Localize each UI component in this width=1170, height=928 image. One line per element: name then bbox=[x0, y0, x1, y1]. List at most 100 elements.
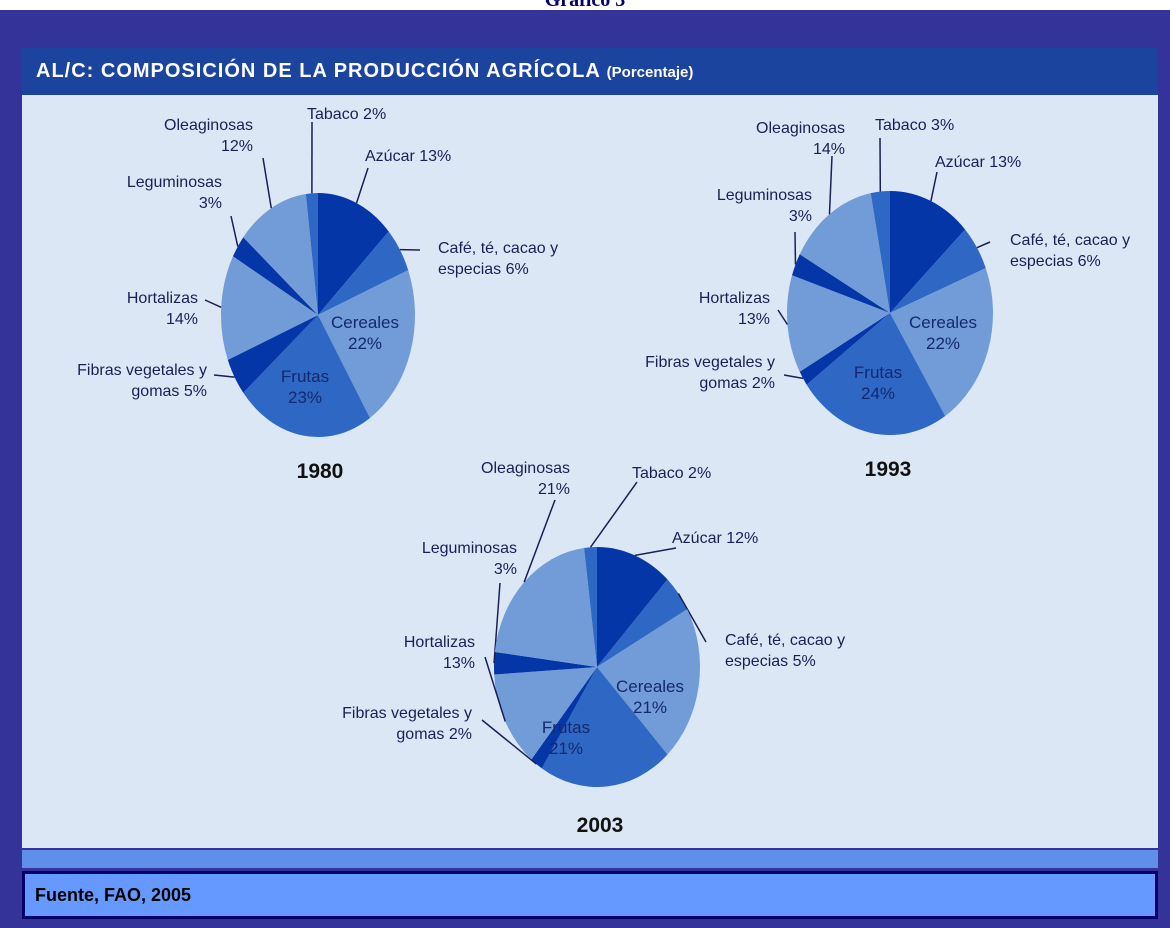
slice-label: Frutas 23% bbox=[245, 366, 365, 408]
slice-label: Cereales 22% bbox=[883, 312, 1003, 354]
value-label: 5% bbox=[792, 653, 816, 670]
leader-line bbox=[523, 499, 556, 583]
slice-label: Tabaco 2% bbox=[307, 104, 386, 125]
category-name: Oleaginosas bbox=[164, 117, 253, 134]
category-name: Azúcar bbox=[935, 154, 985, 171]
value-label: 2% bbox=[688, 465, 712, 482]
category-name: Fibras vegetales y gomas bbox=[77, 362, 207, 400]
leader-line bbox=[484, 656, 506, 722]
category-name: Hortalizas bbox=[698, 290, 770, 307]
leader-line bbox=[589, 481, 638, 548]
slice-label: Hortalizas 14% bbox=[127, 288, 198, 330]
slice-label: Azúcar 12% bbox=[672, 528, 758, 549]
title-bar: AL/C: COMPOSICIÓN DE LA PRODUCCIÓN AGRÍC… bbox=[22, 48, 1158, 95]
category-name: Cereales bbox=[908, 313, 978, 332]
category-name: Hortalizas bbox=[126, 290, 198, 307]
category-name: Tabaco bbox=[632, 465, 684, 482]
value-label: 14% bbox=[165, 311, 198, 328]
slice-label: Hortalizas 13% bbox=[699, 288, 770, 330]
value-label: 6% bbox=[1077, 253, 1101, 270]
pie-slice bbox=[494, 667, 597, 760]
value-label: 23% bbox=[287, 388, 323, 407]
value-label: 13% bbox=[442, 655, 475, 672]
slice-label: Frutas 21% bbox=[506, 717, 626, 759]
pie-slice bbox=[890, 229, 986, 313]
source-box: Fuente, FAO, 2005 bbox=[22, 871, 1158, 919]
category-name: Fibras vegetales y gomas bbox=[645, 354, 775, 392]
slice-label: Azúcar 13% bbox=[935, 152, 1021, 173]
value-label: 3% bbox=[198, 195, 222, 212]
category-name: Frutas bbox=[280, 367, 330, 386]
value-label: 13% bbox=[737, 311, 770, 328]
leader-line bbox=[493, 582, 501, 664]
category-name: Leguminosas bbox=[421, 540, 517, 557]
slice-label: Leguminosas 3% bbox=[422, 538, 517, 580]
slice-label: Oleaginosas 14% bbox=[756, 118, 845, 160]
category-name: Cereales bbox=[615, 677, 685, 696]
pie-slice bbox=[221, 256, 318, 360]
header: Gráfico 3 bbox=[544, 0, 626, 11]
pie-slice bbox=[597, 609, 700, 755]
pie-slice bbox=[541, 667, 668, 787]
pie-slice bbox=[792, 254, 890, 313]
category-name: Tabaco bbox=[307, 106, 359, 123]
pie-title: 2003 bbox=[576, 814, 624, 837]
pie-slice bbox=[318, 270, 415, 419]
pie-slice bbox=[305, 193, 318, 315]
value-label: 22% bbox=[925, 334, 961, 353]
source: Fuente, FAO, 2005 bbox=[35, 885, 192, 905]
slice-label: Frutas 24% bbox=[818, 362, 938, 404]
slice-label: Hortalizas 13% bbox=[404, 632, 475, 674]
pie-slice bbox=[890, 191, 966, 313]
pie-slice bbox=[806, 313, 946, 435]
pie-slice bbox=[787, 275, 890, 372]
pie-slice bbox=[243, 315, 370, 437]
pie-slice bbox=[227, 315, 318, 393]
value-label: 13% bbox=[989, 154, 1022, 171]
slice-label: Café, té, cacao y especias 5% bbox=[725, 630, 847, 672]
category-name: Fibras vegetales y gomas bbox=[342, 705, 472, 743]
category-name: Tabaco bbox=[875, 117, 927, 134]
pie-slice bbox=[597, 579, 688, 667]
value-label: 3% bbox=[931, 117, 955, 134]
value-label: 3% bbox=[493, 561, 517, 578]
slice-label: Leguminosas 3% bbox=[127, 172, 222, 214]
subtitle: (Porcentaje) bbox=[606, 64, 694, 81]
value-label: 22% bbox=[347, 334, 383, 353]
category-name: Cereales bbox=[330, 313, 400, 332]
category-name: Azúcar bbox=[365, 148, 415, 165]
category-name: Oleaginosas bbox=[481, 460, 570, 477]
leader-line bbox=[930, 171, 938, 202]
value-label: 21% bbox=[548, 739, 584, 758]
slice-label: Fibras vegetales y gomas 2% bbox=[340, 703, 472, 745]
value-label: 2% bbox=[448, 726, 472, 743]
top-band: Gráfico 3 bbox=[0, 0, 1170, 11]
pie-slice bbox=[494, 651, 597, 675]
chart-title: AL/C: COMPOSICIÓN DE LA PRODUCCIÓN AGRÍC… bbox=[36, 60, 693, 83]
leader-line bbox=[777, 309, 789, 325]
slice-label: Café, té, cacao y especias 6% bbox=[438, 238, 560, 280]
value-label: 13% bbox=[419, 148, 452, 165]
value-label: 14% bbox=[812, 141, 845, 158]
value-label: 6% bbox=[505, 261, 529, 278]
value-label: 24% bbox=[860, 384, 896, 403]
pie-slice bbox=[597, 547, 668, 667]
pie-slice bbox=[890, 268, 994, 417]
leader-line bbox=[481, 719, 537, 765]
leader-line bbox=[230, 215, 239, 247]
slice-label: Fibras vegetales y gomas 2% bbox=[643, 352, 775, 394]
slice-label: Fibras vegetales y gomas 5% bbox=[75, 360, 207, 402]
slice-label: Cereales 21% bbox=[590, 676, 710, 718]
category-name: Azúcar bbox=[672, 530, 722, 547]
pie-slice bbox=[318, 231, 409, 315]
category-name: Leguminosas bbox=[126, 174, 222, 191]
leader-line bbox=[634, 547, 677, 557]
pie-slice bbox=[799, 193, 890, 313]
title-text: AL/C: COMPOSICIÓN DE LA PRODUCCIÓN AGRÍC… bbox=[36, 60, 601, 82]
slice-label: Café, té, cacao y especias 6% bbox=[1010, 230, 1132, 272]
category-name: Hortalizas bbox=[403, 634, 475, 651]
slice-label: Azúcar 13% bbox=[365, 146, 451, 167]
slice-label: Oleaginosas 12% bbox=[164, 115, 253, 157]
leader-line bbox=[828, 155, 833, 215]
value-label: 21% bbox=[537, 481, 570, 498]
